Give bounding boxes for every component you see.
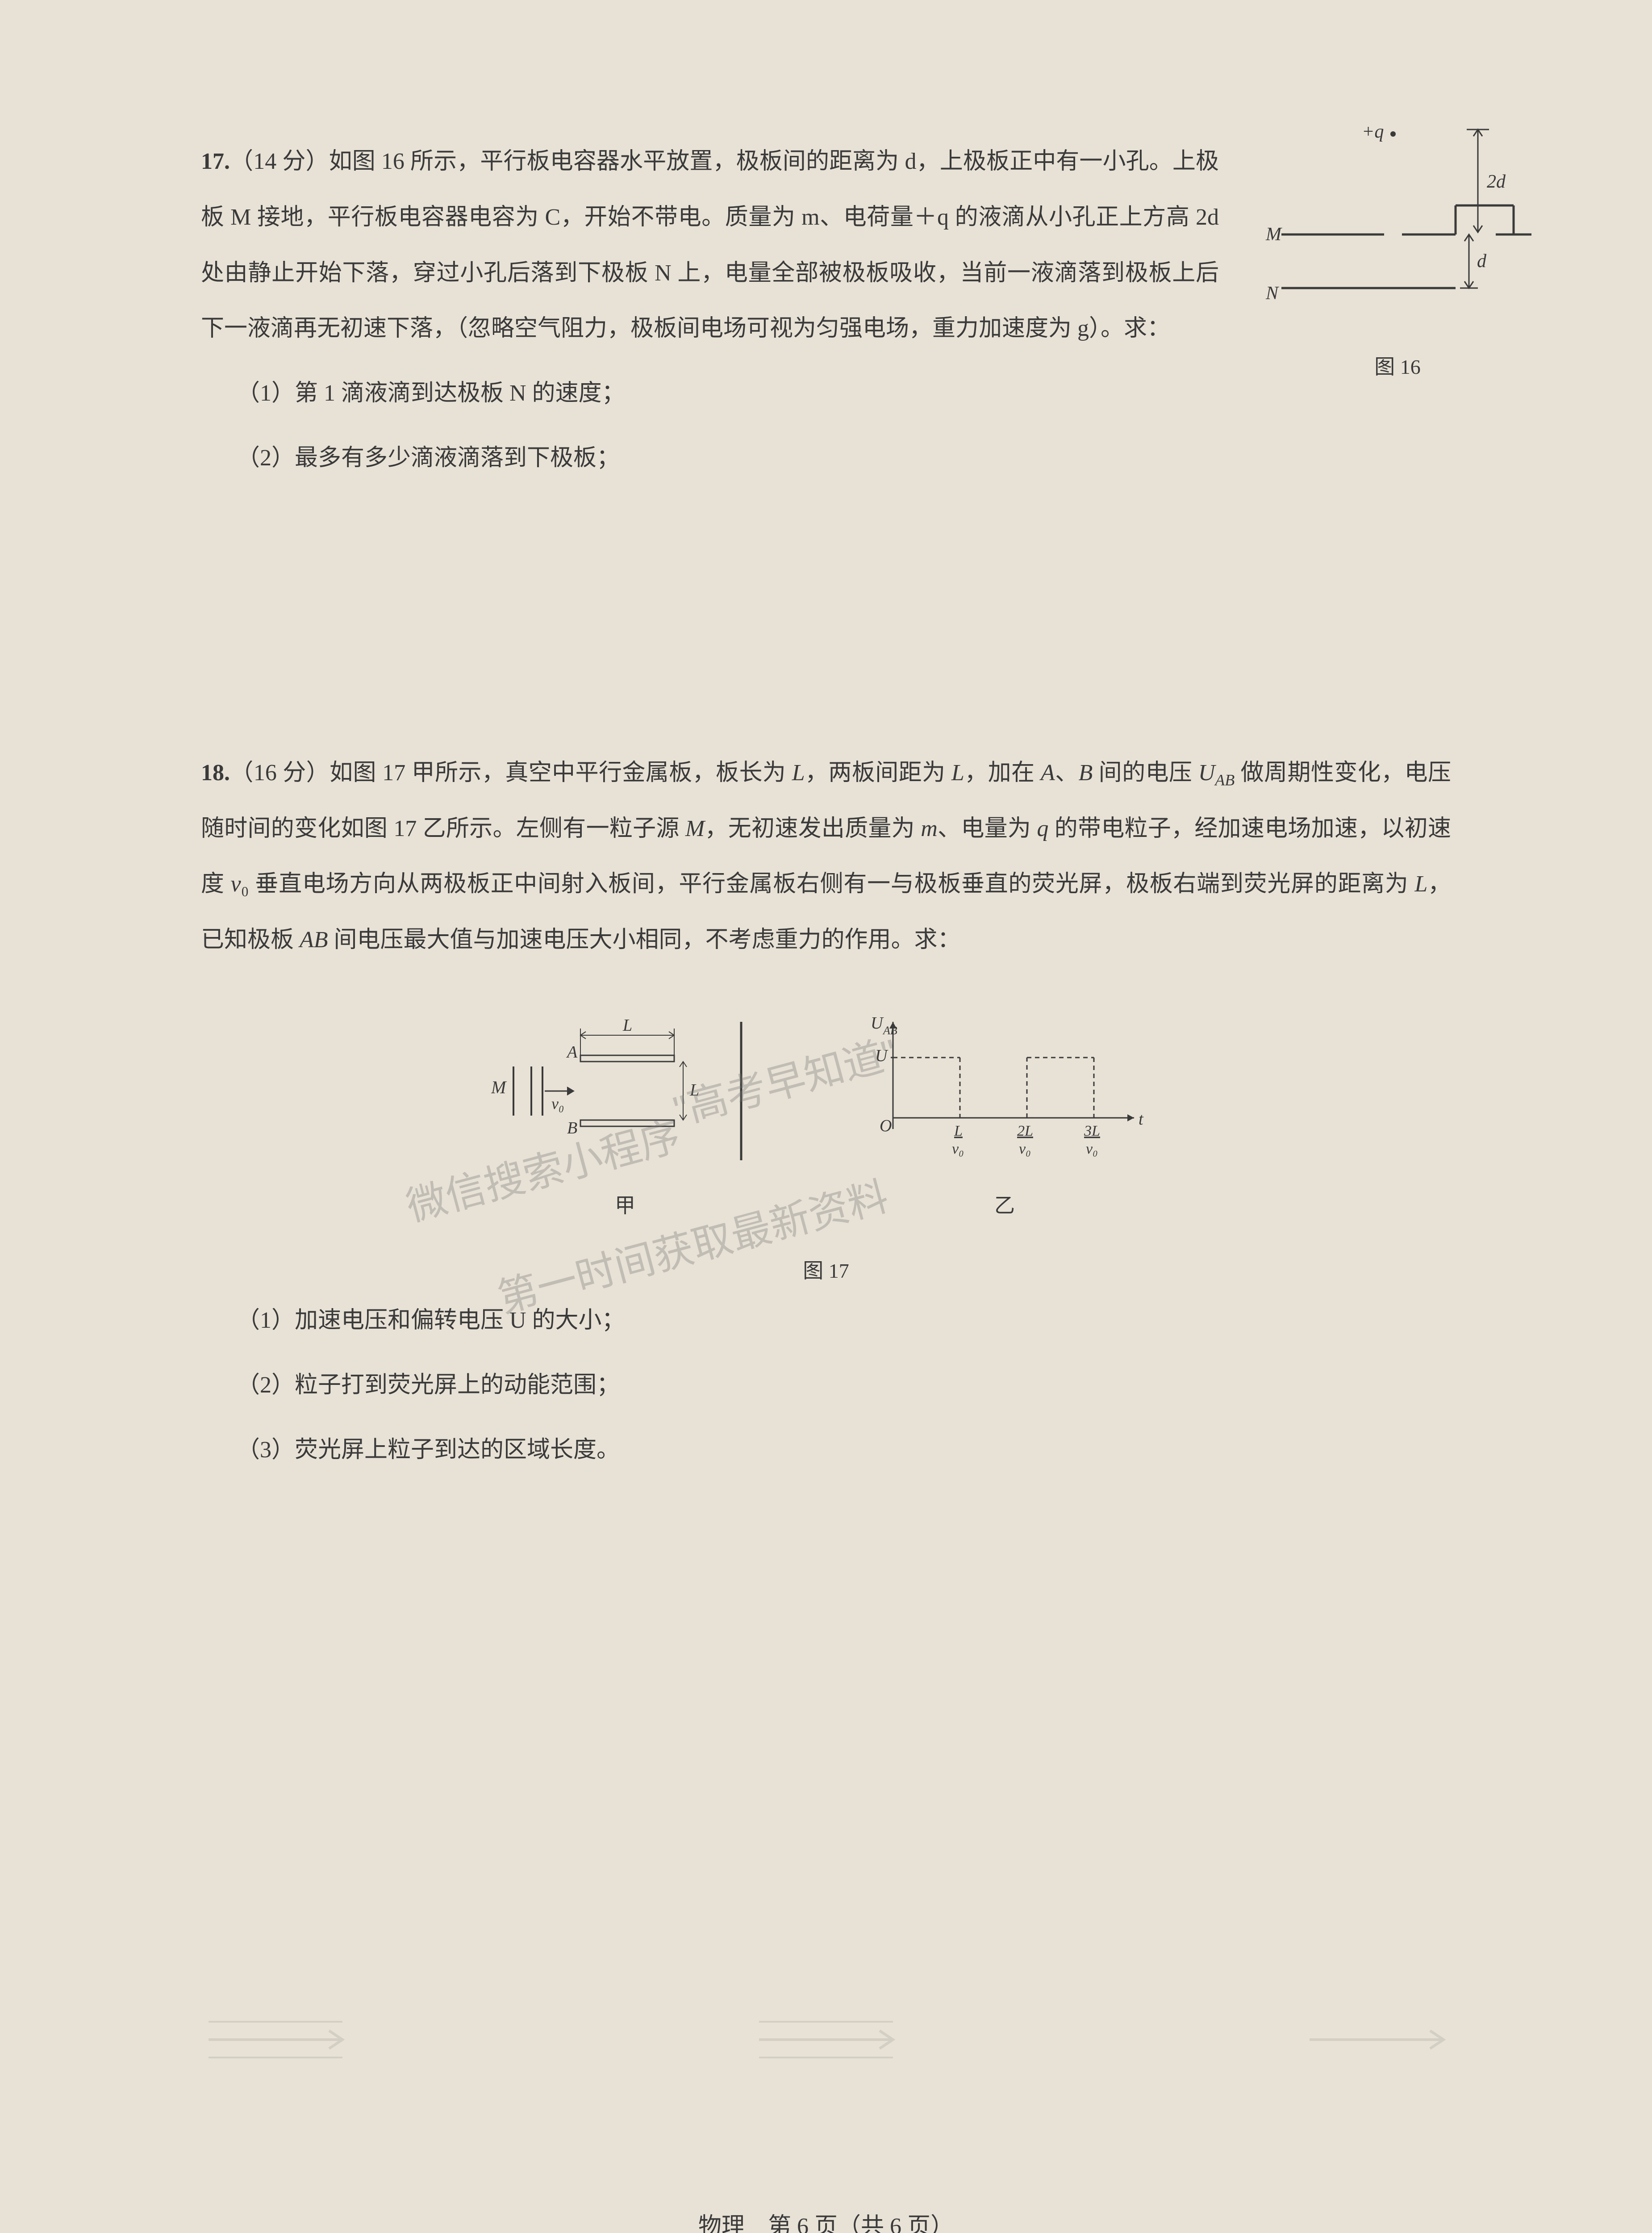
- figure-17: M v₀ A B: [201, 1004, 1451, 1219]
- svg-text:v₀: v₀: [1019, 1141, 1031, 1157]
- svg-text:L: L: [689, 1081, 699, 1100]
- svg-text:O: O: [880, 1116, 892, 1135]
- svg-text:L: L: [954, 1123, 963, 1139]
- figure-17-left: M v₀ A B: [491, 1004, 759, 1219]
- svg-text:L: L: [622, 1016, 632, 1035]
- figure-17-caption: 图 17: [201, 1254, 1451, 1284]
- q18-sub3: （3）荧光屏上粒子到达的区域长度。: [237, 1422, 1451, 1478]
- q17-body: 如图 16 所示，平行板电容器水平放置，极板间的距离为 d，上极板正中有一小孔。…: [201, 149, 1219, 341]
- svg-text:U: U: [871, 1014, 884, 1033]
- ghost-bleed-through: [0, 1995, 1652, 2084]
- svg-text:B: B: [567, 1119, 577, 1137]
- svg-text:U: U: [875, 1046, 889, 1065]
- svg-text:t: t: [1139, 1110, 1144, 1129]
- q17-points: （14 分）: [230, 149, 329, 174]
- figure-17-left-svg: M v₀ A B: [491, 1004, 759, 1174]
- svg-text:d: d: [1477, 251, 1487, 272]
- svg-text:v₀: v₀: [1086, 1141, 1098, 1157]
- question-17: 17.（14 分）如图 16 所示，平行板电容器水平放置，极板间的距离为 d，上…: [201, 134, 1451, 486]
- page-container: 17.（14 分）如图 16 所示，平行板电容器水平放置，极板间的距离为 d，上…: [0, 0, 1652, 2233]
- q17-number: 17.: [201, 149, 230, 174]
- q17-sub2: （2）最多有多少滴液滴落到下极板；: [237, 431, 1451, 486]
- svg-text:v₀: v₀: [551, 1095, 564, 1112]
- svg-text:N: N: [1265, 283, 1279, 304]
- svg-text:AB: AB: [882, 1024, 897, 1037]
- figure-16-svg: +q 2d M N: [1264, 116, 1531, 339]
- svg-text:M: M: [491, 1077, 507, 1097]
- q18-number: 18.: [201, 760, 230, 786]
- q18-body: 如图 17 甲所示，真空中平行金属板，板长为 L，两板间距为 L，加在 A、B …: [201, 760, 1451, 953]
- svg-text:v₀: v₀: [952, 1141, 964, 1157]
- figure-16: +q 2d M N: [1264, 116, 1531, 339]
- figure-17-right-label: 乙: [848, 1189, 1161, 1219]
- page-footer: 物理 第 6 页（共 6 页）: [0, 2207, 1652, 2233]
- question-18: 18.（16 分）如图 17 甲所示，真空中平行金属板，板长为 L，两板间距为 …: [201, 745, 1451, 1478]
- svg-text:3L: 3L: [1084, 1123, 1100, 1139]
- figure-17-left-label: 甲: [491, 1189, 759, 1219]
- svg-text:2d: 2d: [1487, 171, 1506, 192]
- svg-text:2L: 2L: [1017, 1123, 1033, 1139]
- q18-text-block: 18.（16 分）如图 17 甲所示，真空中平行金属板，板长为 L，两板间距为 …: [201, 745, 1451, 968]
- figure-17-right-svg: U AB t O U L v₀ 2L v₀: [848, 1004, 1161, 1174]
- figure-17-right: U AB t O U L v₀ 2L v₀: [848, 1004, 1161, 1219]
- svg-text:+q: +q: [1362, 121, 1384, 142]
- figure-16-caption: 图 16: [1264, 351, 1531, 380]
- svg-text:A: A: [566, 1043, 578, 1062]
- q18-points: （16 分）: [230, 760, 330, 786]
- q18-sub2: （2）粒子打到荧光屏上的动能范围；: [237, 1358, 1451, 1413]
- svg-text:M: M: [1265, 224, 1282, 245]
- q18-sub1: （1）加速电压和偏转电压 U 的大小；: [237, 1293, 1451, 1349]
